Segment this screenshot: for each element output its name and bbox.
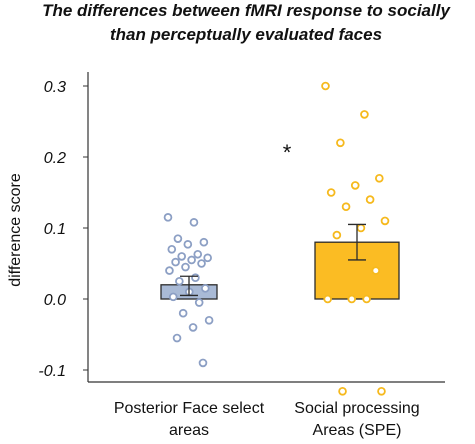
data-point [181, 262, 190, 272]
data-point [326, 188, 336, 197]
data-point [189, 218, 199, 227]
y-tick-label: 0.2 [44, 150, 66, 167]
data-point [375, 174, 384, 183]
data-point [356, 223, 366, 233]
data-point [175, 276, 184, 286]
error-bars-layer [180, 223, 366, 297]
data-point [188, 323, 198, 332]
data-point [336, 138, 345, 148]
category-label: Areas (SPE) [313, 422, 402, 439]
data-point [362, 294, 371, 304]
data-point [173, 234, 183, 243]
data-point [377, 386, 386, 396]
data-point [360, 110, 369, 119]
category-label: areas [169, 422, 209, 439]
data-point [178, 308, 188, 318]
data-point [203, 253, 212, 263]
y-tick-label: 0.3 [44, 79, 66, 96]
data-point [201, 284, 210, 293]
chart-title-line-2: than perceptually evaluated faces [110, 25, 382, 44]
data-point [321, 81, 330, 91]
data-point [183, 240, 193, 249]
data-point [323, 294, 332, 304]
chart-title-line-1: The differences between fMRI response to… [42, 1, 451, 20]
data-point [341, 202, 351, 212]
tick-labels-layer: -0.1 0.0 0.1 0.2 0.3 [38, 79, 66, 380]
data-point [371, 266, 381, 275]
data-point [194, 298, 204, 307]
data-point [167, 245, 177, 254]
data-point [187, 255, 196, 265]
data-point [193, 249, 203, 259]
data-point [198, 358, 208, 368]
data-point [163, 213, 173, 222]
data-point [171, 257, 180, 267]
y-tick-label: -0.1 [38, 363, 66, 380]
category-labels-layer: Posterior Face select areas Social process… [114, 400, 420, 439]
data-point [332, 230, 342, 240]
data-point [199, 237, 209, 247]
y-tick-label: 0.1 [44, 221, 66, 238]
points-layer [163, 81, 390, 396]
data-point [365, 195, 375, 204]
data-point [338, 386, 347, 396]
axis-layer [83, 72, 445, 383]
data-point [347, 294, 357, 304]
y-axis-label: difference score [7, 173, 24, 287]
significance-asterisk: * [283, 140, 292, 165]
data-point [204, 315, 214, 325]
data-point [380, 216, 390, 226]
data-point [350, 181, 360, 190]
data-point [172, 333, 182, 343]
category-label: Posterior Face select [114, 400, 265, 417]
data-point [177, 252, 187, 261]
data-point [191, 273, 200, 283]
category-label: Social processing [294, 400, 419, 417]
data-point [168, 292, 178, 302]
data-point [165, 266, 174, 275]
data-point [197, 259, 206, 268]
y-tick-label: 0.0 [44, 292, 66, 309]
